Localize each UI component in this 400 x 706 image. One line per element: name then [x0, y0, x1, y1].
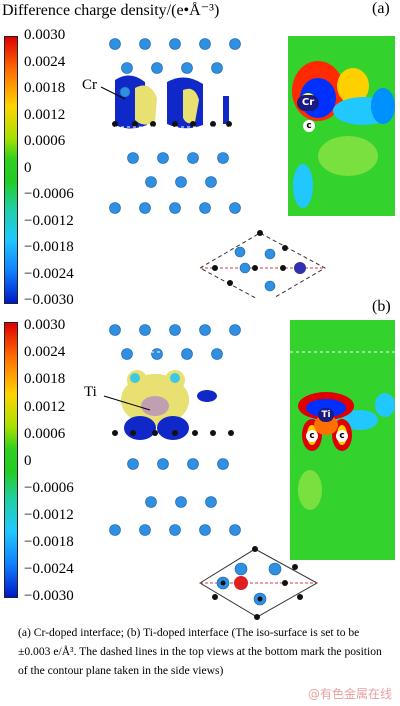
- tick-a-8: −0.0018: [24, 239, 74, 255]
- contour-c-label-a: c: [303, 120, 315, 132]
- atom-row-a-top: [109, 38, 241, 74]
- atom-row-b-bottom: [109, 458, 241, 536]
- tick-a-3: 0.0012: [24, 107, 66, 123]
- tick-a-10: −0.0030: [24, 292, 74, 308]
- contour-map-a: [288, 36, 395, 216]
- tick-b-1: 0.0024: [24, 344, 66, 360]
- isosurface-b: [121, 370, 217, 440]
- contour-dopant-label-a: Cr: [297, 95, 319, 111]
- top-view-a: [198, 230, 327, 298]
- panel-a-label: (a): [372, 0, 390, 17]
- tick-b-8: −0.0018: [24, 534, 74, 550]
- colorbar-a: [4, 36, 18, 304]
- tick-a-7: −0.0012: [24, 213, 74, 229]
- tick-a-0: 0.0030: [24, 27, 66, 43]
- tick-b-7: −0.0012: [24, 507, 74, 523]
- tick-b-3: 0.0012: [24, 399, 66, 415]
- contour-dopant-label-b: Ti: [318, 408, 334, 422]
- tick-a-4: 0.0006: [24, 133, 66, 149]
- figure-caption: (a) Cr-doped interface; (b) Ti-doped int…: [18, 626, 382, 677]
- colorbar-b: [4, 322, 18, 598]
- carbon-row-b: [112, 430, 234, 436]
- atom-row-a-bottom: [109, 152, 241, 214]
- tick-a-9: −0.0024: [24, 266, 74, 282]
- tick-b-5: 0: [24, 453, 32, 469]
- top-view-b: [199, 546, 319, 620]
- colorbar-title: Difference charge density/(e•Å⁻³): [2, 2, 220, 19]
- tick-a-6: −0.0006: [24, 186, 74, 202]
- side-view-b: [109, 324, 241, 536]
- tick-b-0: 0.0030: [24, 317, 66, 333]
- panel-b-label: (b): [372, 298, 391, 315]
- contour-c-label-b1: c: [306, 430, 318, 442]
- dopant-pointer-a: [100, 86, 126, 100]
- contour-c-label-b2: c: [336, 430, 348, 442]
- tick-b-2: 0.0018: [24, 371, 66, 387]
- isosurface-a: [115, 75, 229, 129]
- side-view-a: [109, 38, 241, 214]
- tick-b-6: −0.0006: [24, 480, 74, 496]
- watermark: @有色金属在线: [307, 687, 392, 701]
- atom-row-b-top: [109, 324, 241, 360]
- tick-b-9: −0.0024: [24, 561, 74, 577]
- tick-b-4: 0.0006: [24, 426, 66, 442]
- dopant-pointer-b: [103, 395, 151, 411]
- carbon-row-a: [112, 121, 232, 127]
- tick-a-1: 0.0024: [24, 54, 66, 70]
- dopant-label-b: Ti: [84, 384, 97, 400]
- dopant-label-a: Cr: [82, 77, 97, 93]
- tick-a-2: 0.0018: [24, 80, 66, 96]
- tick-a-5: 0: [24, 160, 32, 176]
- tick-b-10: −0.0030: [24, 588, 74, 604]
